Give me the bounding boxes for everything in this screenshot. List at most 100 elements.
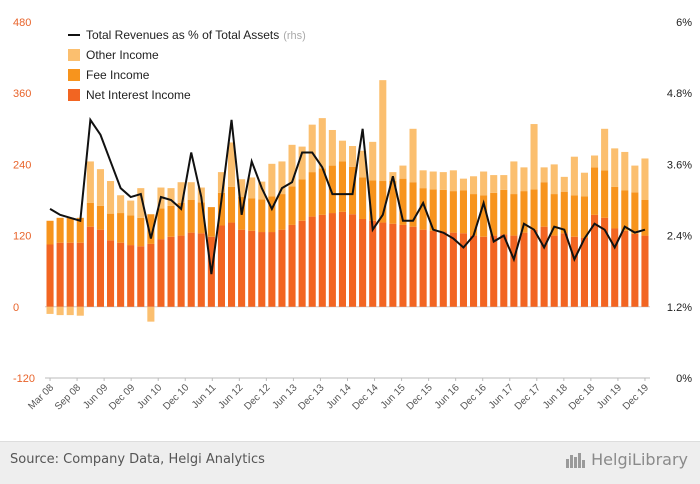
fee-income-bar bbox=[86, 202, 94, 227]
net-interest-bar bbox=[187, 232, 195, 307]
logo-text: HelgiLibrary bbox=[591, 450, 688, 469]
y2-tick-label: 2.4% bbox=[667, 231, 692, 243]
fee-income-bar bbox=[631, 192, 639, 234]
net-interest-bar bbox=[550, 235, 558, 307]
other-income-bar bbox=[318, 118, 326, 169]
fee-income-bar bbox=[399, 178, 407, 225]
fee-income-bar bbox=[429, 189, 437, 231]
other-income-bar bbox=[308, 124, 316, 173]
net-interest-bar bbox=[379, 222, 387, 307]
other-income-bar bbox=[167, 188, 175, 206]
other-income-bar bbox=[117, 195, 125, 214]
fee-income-bar bbox=[570, 195, 578, 237]
net-interest-bar bbox=[439, 231, 447, 307]
net-interest-bar bbox=[117, 242, 125, 307]
other-income-bar bbox=[570, 156, 578, 196]
net-interest-bar bbox=[399, 224, 407, 307]
other-income-bar bbox=[66, 306, 74, 316]
fee-income-bar bbox=[318, 168, 326, 215]
net-interest-bar bbox=[621, 230, 629, 307]
net-interest-bar bbox=[500, 234, 508, 307]
fee-income-bar bbox=[449, 191, 457, 233]
other-income-bar bbox=[258, 181, 266, 200]
net-interest-bar bbox=[258, 232, 266, 307]
fee-income-bar bbox=[268, 196, 276, 233]
net-interest-bar bbox=[137, 246, 145, 307]
other-income-bar bbox=[369, 141, 377, 181]
y2-tick-label: 0% bbox=[676, 373, 692, 385]
net-interest-bar bbox=[429, 230, 437, 307]
legend-note: (rhs) bbox=[283, 30, 306, 42]
other-income-bar bbox=[520, 167, 528, 192]
other-income-bar bbox=[288, 144, 296, 187]
other-income-bar bbox=[228, 142, 236, 187]
fee-income-bar bbox=[560, 191, 568, 234]
fee-income-bar bbox=[76, 217, 84, 243]
other-income-bar bbox=[278, 161, 286, 195]
x-tick-label: Sep 08 bbox=[53, 382, 83, 412]
net-interest-bar bbox=[641, 235, 649, 307]
other-income-bar bbox=[46, 306, 54, 314]
x-tick-label: Dec 19 bbox=[621, 382, 651, 412]
helgi-library-logo[interactable]: HelgiLibrary bbox=[565, 450, 688, 469]
other-income-bar bbox=[187, 182, 195, 200]
x-tick-label: Dec 16 bbox=[459, 382, 489, 412]
net-interest-bar bbox=[409, 226, 417, 307]
net-interest-bar bbox=[238, 229, 246, 307]
x-tick-label: Jun 13 bbox=[271, 382, 300, 411]
fee-income-bar bbox=[540, 182, 548, 227]
y-tick-label: 120 bbox=[13, 231, 31, 243]
fee-income-bar bbox=[409, 182, 417, 227]
net-interest-bar bbox=[560, 233, 568, 307]
x-tick-label: Dec 14 bbox=[350, 382, 380, 412]
other-income-bar bbox=[480, 171, 488, 196]
other-income-bar bbox=[530, 124, 538, 190]
other-income-bar bbox=[217, 172, 225, 193]
other-income-bar bbox=[127, 200, 135, 216]
fee-income-bar bbox=[137, 217, 145, 247]
net-interest-bar bbox=[308, 216, 316, 307]
fee-income-bar bbox=[530, 189, 538, 230]
other-income-bar bbox=[580, 172, 588, 197]
other-income-bar bbox=[338, 140, 346, 162]
other-income-bar bbox=[96, 169, 104, 206]
fee-income-bar bbox=[278, 194, 286, 230]
net-interest-bar bbox=[318, 214, 326, 307]
fee-income-bar bbox=[480, 195, 488, 237]
x-tick-label: Dec 18 bbox=[567, 382, 597, 412]
other-income-bar bbox=[560, 176, 568, 192]
x-tick-label: Jun 12 bbox=[216, 382, 245, 411]
fee-income-bar bbox=[601, 170, 609, 218]
net-interest-bar bbox=[480, 236, 488, 307]
x-tick-label: Dec 13 bbox=[296, 382, 326, 412]
fee-income-bar bbox=[621, 190, 629, 231]
other-income-bar bbox=[500, 175, 508, 190]
fee-income-bar bbox=[369, 180, 377, 221]
y2-tick-label: 4.8% bbox=[667, 88, 692, 100]
fee-income-bar bbox=[56, 217, 64, 243]
fee-income-bar bbox=[520, 191, 528, 233]
net-interest-bar bbox=[66, 242, 74, 307]
other-income-bar bbox=[490, 175, 498, 193]
net-interest-bar bbox=[56, 242, 64, 307]
fee-income-bar bbox=[127, 215, 135, 246]
x-tick-label: Jun 17 bbox=[487, 382, 516, 411]
fee-income-bar bbox=[228, 186, 236, 223]
x-tick-label: Jun 16 bbox=[433, 382, 462, 411]
net-interest-bar bbox=[298, 220, 306, 307]
net-interest-bar bbox=[580, 237, 588, 307]
x-tick-label: Jun 19 bbox=[595, 382, 624, 411]
fee-income-bar bbox=[308, 172, 316, 217]
fee-income-bar bbox=[328, 165, 336, 214]
legend-swatch bbox=[68, 89, 80, 101]
legend-swatch bbox=[68, 49, 80, 61]
other-income-bar bbox=[359, 150, 367, 178]
fee-income-bar bbox=[338, 161, 346, 212]
revenue-ratio-line bbox=[49, 117, 646, 275]
fee-income-bar bbox=[157, 208, 165, 240]
other-income-bar bbox=[137, 188, 145, 218]
x-tick-label: Jun 14 bbox=[325, 382, 354, 411]
net-interest-bar bbox=[540, 226, 548, 307]
x-tick-label: Jun 11 bbox=[190, 382, 219, 411]
fee-income-bar bbox=[258, 199, 266, 233]
